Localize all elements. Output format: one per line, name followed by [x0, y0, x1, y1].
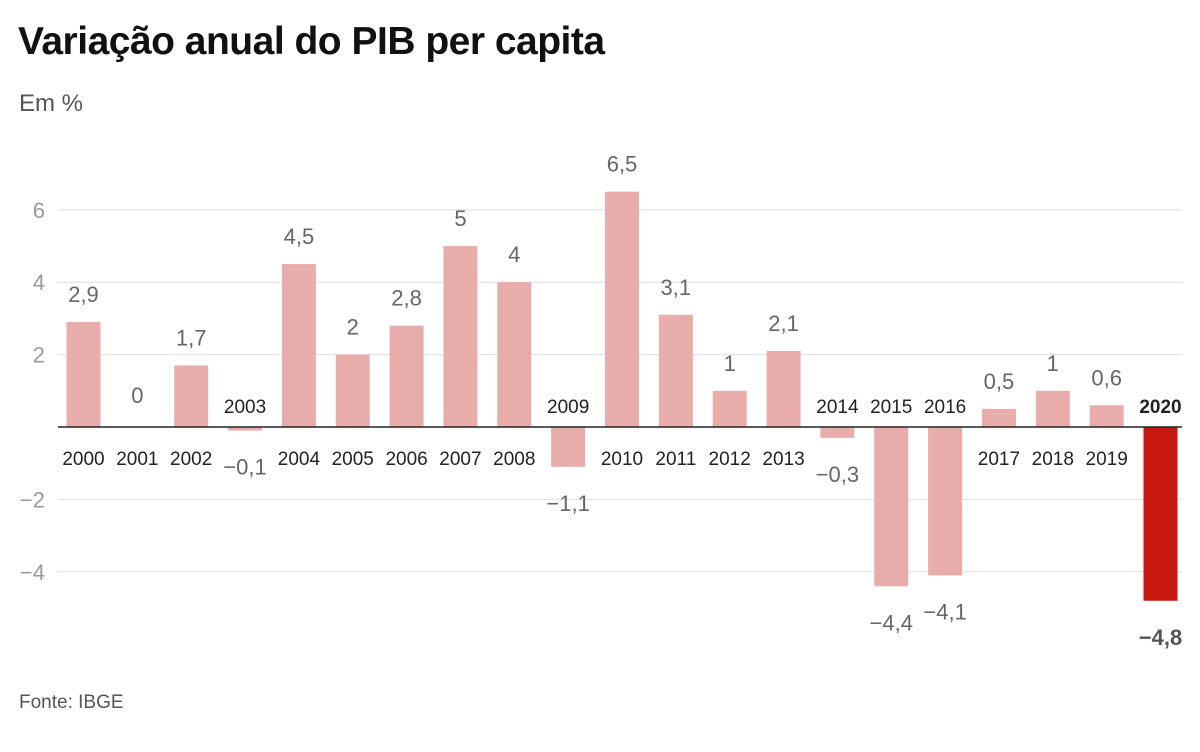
- bar-2011: [658, 314, 693, 427]
- value-label-2013: 2,1: [768, 311, 799, 336]
- value-label-2000: 2,9: [68, 282, 99, 307]
- value-label-2002: 1,7: [176, 325, 207, 350]
- y-tick-label: −2: [20, 487, 45, 512]
- y-tick-label: 2: [33, 343, 45, 368]
- year-label-2003: 2003: [224, 397, 266, 418]
- year-label-2005: 2005: [332, 449, 374, 470]
- y-tick-label: 6: [33, 198, 45, 223]
- year-label-2001: 2001: [116, 449, 158, 470]
- bar-2000: [66, 322, 101, 427]
- year-label-2000: 2000: [62, 449, 104, 470]
- bar-2010: [605, 191, 639, 427]
- bar-2007: [443, 246, 478, 427]
- y-tick-label: 4: [33, 270, 45, 295]
- year-label-2006: 2006: [385, 449, 427, 470]
- year-label-2016: 2016: [924, 397, 966, 418]
- value-label-2019: 0,6: [1091, 365, 1122, 390]
- bar-2018: [1035, 390, 1070, 427]
- value-label-2007: 5: [454, 206, 466, 231]
- year-label-2009: 2009: [547, 397, 589, 418]
- value-label-2006: 2,8: [391, 286, 422, 311]
- year-label-2002: 2002: [170, 449, 212, 470]
- bar-2020: [1143, 427, 1178, 601]
- year-label-2004: 2004: [278, 449, 321, 470]
- bars: [66, 191, 1178, 601]
- year-label-2012: 2012: [709, 449, 751, 470]
- value-label-2012: 1: [724, 351, 736, 376]
- bar-2005: [335, 354, 370, 427]
- year-label-2007: 2007: [439, 449, 481, 470]
- value-label-2016: −4,1: [923, 599, 966, 624]
- value-label-2015: −4,4: [870, 610, 913, 635]
- bar-2009: [551, 427, 586, 467]
- value-label-2001: 0: [131, 383, 143, 408]
- bar-2008: [497, 282, 532, 427]
- bar-2003: [228, 427, 263, 431]
- chart-title: Variação anual do PIB per capita: [18, 20, 605, 63]
- value-label-2005: 2: [347, 315, 359, 340]
- value-label-2011: 3,1: [661, 275, 692, 300]
- bar-2002: [174, 365, 209, 427]
- value-label-2017: 0,5: [984, 369, 1015, 394]
- year-label-2014: 2014: [816, 397, 859, 418]
- bar-2014: [820, 427, 855, 438]
- value-label-2020: −4,8: [1139, 625, 1182, 650]
- year-label-2015: 2015: [870, 397, 912, 418]
- year-label-2020: 2020: [1139, 397, 1181, 418]
- value-label-2008: 4: [508, 242, 520, 267]
- source-note: Fonte: IBGE: [19, 692, 124, 713]
- year-label-2019: 2019: [1086, 449, 1128, 470]
- y-tick-label: −4: [20, 560, 45, 585]
- bar-2013: [766, 350, 801, 427]
- value-label-2014: −0,3: [816, 462, 859, 487]
- bar-2006: [389, 325, 424, 427]
- year-label-2013: 2013: [762, 449, 804, 470]
- year-label-2010: 2010: [601, 449, 643, 470]
- value-label-2003: −0,1: [223, 455, 266, 480]
- year-label-2008: 2008: [493, 449, 535, 470]
- chart-subtitle: Em %: [19, 90, 84, 117]
- bar-2004: [281, 264, 316, 427]
- y-axis-ticks: 6 4 2 −2 −4: [20, 198, 45, 585]
- year-label-2017: 2017: [978, 449, 1020, 470]
- bar-2012: [712, 390, 747, 427]
- value-label-2018: 1: [1047, 351, 1059, 376]
- bar-2016: [928, 427, 963, 576]
- value-label-2009: −1,1: [546, 491, 589, 516]
- value-label-2010: 6,5: [607, 152, 638, 177]
- year-label-2011: 2011: [655, 449, 696, 470]
- bar-2017: [981, 408, 1016, 427]
- year-label-2018: 2018: [1032, 449, 1074, 470]
- value-label-2004: 4,5: [284, 224, 315, 249]
- bar-2015: [874, 427, 909, 587]
- bar-2019: [1089, 405, 1124, 427]
- data-labels: 2000 2,9 2001 0 2002 1,7 2003 −0,1 2004 4,5 2005 2 2…: [62, 152, 1182, 650]
